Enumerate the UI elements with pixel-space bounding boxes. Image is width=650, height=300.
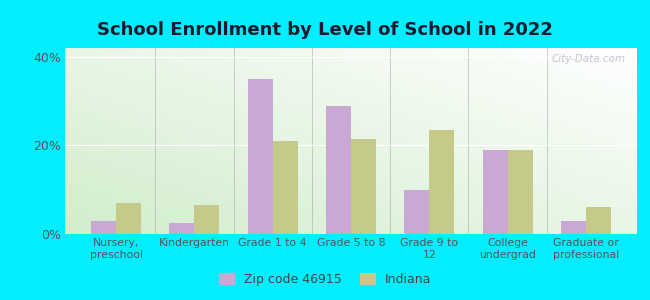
Bar xyxy=(482,150,508,234)
Bar xyxy=(429,130,454,234)
Bar xyxy=(351,139,376,234)
Bar xyxy=(326,106,351,234)
Bar xyxy=(273,141,298,234)
Text: City-Data.com: City-Data.com xyxy=(551,54,625,64)
Bar xyxy=(91,221,116,234)
Bar xyxy=(508,150,533,234)
Bar xyxy=(116,203,141,234)
Bar xyxy=(404,190,429,234)
Legend: Zip code 46915, Indiana: Zip code 46915, Indiana xyxy=(214,268,436,291)
Bar xyxy=(169,223,194,234)
Bar xyxy=(248,79,273,234)
Bar xyxy=(561,221,586,234)
Bar xyxy=(586,207,611,234)
Bar xyxy=(194,205,220,234)
Text: School Enrollment by Level of School in 2022: School Enrollment by Level of School in … xyxy=(97,21,553,39)
